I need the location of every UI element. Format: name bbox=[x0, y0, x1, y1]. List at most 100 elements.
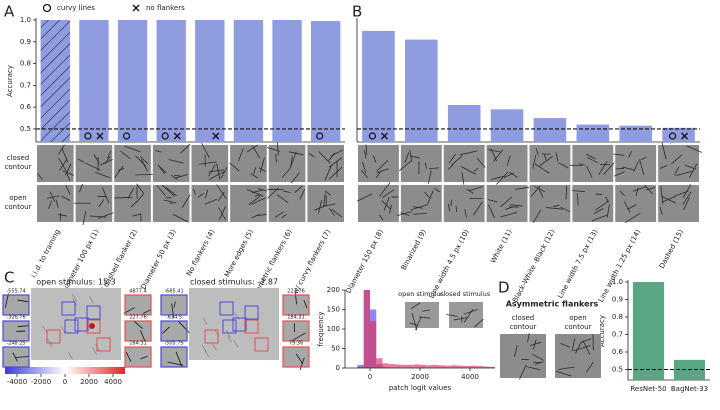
stimulus-line bbox=[474, 318, 484, 328]
stimulus-image bbox=[191, 185, 229, 222]
patch-value: 184.31 bbox=[129, 341, 147, 347]
stimulus-line bbox=[182, 194, 191, 208]
stimulus-line bbox=[65, 184, 71, 195]
stimulus-line bbox=[118, 167, 125, 171]
stimulus-image bbox=[114, 145, 151, 182]
stimulus-line bbox=[180, 143, 191, 154]
stimulus-line bbox=[560, 342, 571, 348]
hist-bar bbox=[376, 358, 383, 368]
stimulus-line bbox=[216, 163, 221, 180]
stimulus-label: contour bbox=[510, 323, 537, 331]
hist-bar bbox=[445, 365, 452, 368]
stimulus-line bbox=[575, 341, 582, 354]
stimulus-line bbox=[107, 151, 112, 159]
stimulus-line bbox=[545, 207, 563, 210]
stimulus-image bbox=[125, 347, 151, 367]
stimulus-line bbox=[373, 155, 377, 163]
bar bbox=[195, 20, 225, 142]
stimulus-line bbox=[140, 330, 146, 343]
stimulus-line bbox=[172, 213, 189, 223]
stimulus-line bbox=[534, 361, 544, 365]
bar bbox=[576, 124, 610, 142]
patch-value: -505.75 bbox=[164, 341, 183, 347]
panel-label: D bbox=[498, 279, 510, 297]
stimulus-line bbox=[328, 166, 343, 180]
stimulus-image bbox=[125, 295, 151, 315]
stimulus-line bbox=[318, 199, 323, 214]
stimulus-line bbox=[424, 162, 427, 169]
x-tick-label: 4000 bbox=[104, 378, 122, 386]
stimulus-line bbox=[175, 351, 183, 367]
stimulus-line bbox=[503, 172, 514, 179]
curvy-marker bbox=[161, 132, 169, 140]
stimulus-line bbox=[586, 166, 593, 178]
stimulus-image bbox=[615, 145, 657, 182]
stimulus-line bbox=[303, 299, 308, 309]
stimulus-line bbox=[168, 159, 184, 164]
stimulus-line bbox=[509, 204, 523, 207]
stimulus-line bbox=[208, 170, 225, 180]
stimulus-line bbox=[199, 161, 217, 165]
patch-frame bbox=[124, 346, 152, 368]
stimulus-line bbox=[89, 215, 107, 218]
stimulus-line bbox=[258, 167, 266, 172]
patch-frame bbox=[282, 294, 310, 316]
x-tick-label: BagNet-33 bbox=[671, 385, 708, 393]
stimulus-line bbox=[415, 316, 422, 330]
stimulus-line bbox=[582, 340, 591, 355]
y-tick-label: 0.7 bbox=[612, 331, 623, 339]
patch-box bbox=[219, 301, 234, 316]
x-tick-label: -4000 bbox=[7, 378, 27, 386]
stimulus-line bbox=[136, 183, 145, 195]
x-tick-label: Line width 7.5 px (13) bbox=[556, 228, 599, 300]
stimulus-line bbox=[622, 166, 635, 171]
stimulus-line bbox=[133, 320, 143, 329]
stimulus-line bbox=[42, 326, 48, 334]
stimulus-line bbox=[659, 165, 668, 169]
stimulus-line bbox=[639, 159, 645, 175]
stimulus-line bbox=[208, 169, 224, 173]
stimulus-image bbox=[37, 185, 74, 222]
stimulus-line bbox=[404, 152, 410, 163]
hist-bar bbox=[388, 364, 395, 368]
stimulus-line bbox=[683, 197, 690, 211]
x-tick-label: More edges (5) bbox=[223, 228, 255, 279]
patch-box bbox=[222, 319, 237, 334]
hist-bar bbox=[407, 364, 414, 368]
stimulus-line bbox=[379, 182, 391, 197]
patch-box bbox=[244, 305, 259, 320]
y-tick-label: 0 bbox=[336, 364, 340, 372]
stimulus-line bbox=[646, 186, 655, 191]
stimulus-line bbox=[219, 206, 226, 220]
patch-frame bbox=[124, 294, 152, 316]
stimulus-line bbox=[514, 345, 518, 357]
stimulus-line bbox=[514, 186, 529, 190]
stimulus-line bbox=[252, 145, 261, 159]
bar bbox=[117, 20, 148, 142]
stimulus-label: contour bbox=[565, 323, 592, 331]
hist-bar bbox=[488, 366, 495, 368]
stimulus-line bbox=[92, 347, 97, 355]
hist-bar bbox=[476, 366, 483, 368]
heatmap-title: closed stimulus: -2.87 bbox=[190, 278, 278, 287]
stimulus-line bbox=[530, 185, 541, 198]
stimulus-line bbox=[125, 351, 132, 362]
patch-frame bbox=[160, 294, 188, 316]
stimulus-line bbox=[165, 187, 177, 197]
stimulus-line bbox=[531, 353, 544, 361]
patch-frame bbox=[282, 320, 310, 342]
y-tick-label: 150 bbox=[327, 306, 340, 314]
no-flanker-marker bbox=[212, 132, 220, 140]
stimulus-line bbox=[308, 153, 315, 158]
y-axis-label: frequency bbox=[317, 311, 325, 346]
stimulus-line bbox=[257, 213, 267, 216]
stimulus-image bbox=[529, 145, 571, 182]
stimulus-line bbox=[365, 144, 368, 155]
hist-bar bbox=[482, 366, 489, 368]
stimulus-line bbox=[558, 162, 569, 169]
bar bbox=[662, 127, 695, 142]
stimulus-line bbox=[246, 189, 264, 197]
stimulus-line bbox=[140, 355, 148, 360]
stimulus-line bbox=[328, 152, 335, 161]
